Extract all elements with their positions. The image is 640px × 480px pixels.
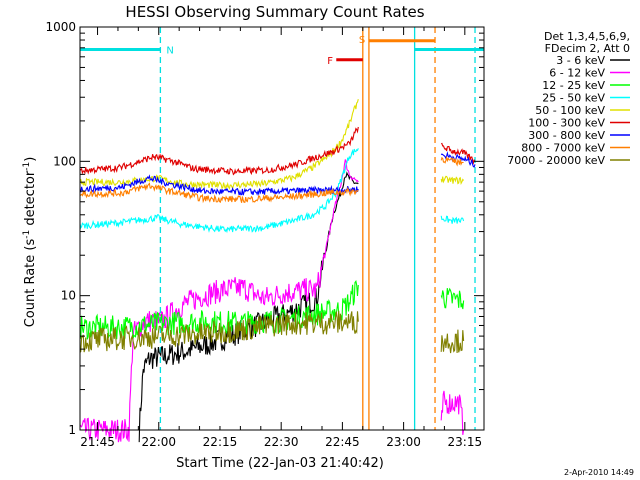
series-1 [138, 171, 359, 443]
x-tick-label-7: 23:15 [448, 435, 483, 449]
series-9-trace-1 [79, 310, 359, 353]
series-8-trace-1 [79, 182, 359, 204]
plot-area [159, 27, 476, 430]
series-6-trace-1 [79, 126, 359, 176]
series-9 [79, 310, 465, 354]
legend-label-9: 7000 - 20000 keV [507, 154, 605, 167]
y-axis-label-sup1: -1 [22, 230, 32, 239]
x-tick-label-3: 22:15 [203, 435, 238, 449]
y-axis-label-mid: detector [23, 170, 38, 230]
series-9-trace-2 [440, 329, 465, 354]
y-tick-label-4: 1000 [45, 20, 76, 34]
series-1-trace-1 [138, 171, 359, 443]
x-tick-label-2: 22:00 [141, 435, 176, 449]
series-5 [80, 99, 465, 191]
series-2-trace-2 [440, 390, 465, 435]
x-axis-ticks: 21:45 22:00 22:15 22:30 22:45 23:00 23:15 [80, 27, 482, 449]
legend-header-line2: FDecim 2, Att 0 [545, 42, 630, 55]
series-5-trace-2 [440, 175, 465, 186]
plot-frame [79, 26, 485, 431]
plot-frame-rect [79, 26, 485, 431]
legend-label-7: 300 - 800 keV [528, 129, 605, 142]
series-6-trace-2 [440, 142, 476, 165]
series-4-trace-1 [79, 148, 359, 234]
y-axis-ticks: 1 10 100 1000 [45, 20, 484, 437]
legend-label-6: 100 - 300 keV [528, 117, 605, 130]
series-3-trace-1 [79, 280, 359, 340]
generation-timestamp: 2-Apr-2010 14:49 [564, 468, 634, 477]
flag-label-s: S [359, 35, 365, 46]
series-5-trace-1 [80, 99, 359, 191]
y-tick-label-3: 100 [53, 154, 76, 168]
flag-label-n: N [166, 45, 173, 56]
series-4 [79, 148, 465, 234]
y-axis-label: Count Rate (s-1 detector-1) [22, 157, 38, 328]
legend-label-1: 3 - 6 keV [556, 54, 605, 67]
series-2-trace-1 [79, 159, 359, 443]
series-3-trace-2 [440, 287, 465, 310]
x-tick-label-6: 23:00 [386, 435, 421, 449]
legend-label-2: 6 - 12 keV [549, 67, 605, 80]
x-tick-label-5: 22:45 [325, 435, 360, 449]
y-axis-label-sup2: -1 [22, 162, 32, 171]
series-8 [79, 155, 464, 204]
legend-label-3: 12 - 25 keV [542, 79, 605, 92]
series-8-trace-2 [440, 155, 464, 167]
x-tick-label-4: 22:30 [264, 435, 299, 449]
series-layer [79, 99, 476, 443]
chart-title: HESSI Observing Summary Count Rates [125, 3, 424, 21]
series-3 [79, 280, 465, 340]
y-axis-label-end: ) [23, 157, 38, 162]
series-4-trace-2 [440, 215, 465, 224]
legend-label-4: 25 - 50 keV [542, 92, 605, 105]
series-6 [79, 126, 476, 176]
series-7-trace-1 [79, 174, 359, 197]
flag-label-f: F [327, 56, 333, 67]
series-2 [79, 159, 465, 443]
legend-label-8: 800 - 7000 keV [521, 142, 605, 155]
legend-header-line1: Det 1,3,4,5,6,9, [544, 30, 630, 43]
flag-bars: N S F [80, 35, 484, 67]
x-tick-label-1: 21:45 [80, 435, 115, 449]
y-axis-label-main: Count Rate (s [23, 239, 38, 328]
x-axis-label: Start Time (22-Jan-03 21:40:42) [176, 456, 384, 471]
y-tick-label-2: 10 [61, 289, 76, 303]
legend: Det 1,3,4,5,6,9, FDecim 2, Att 0 3 - 6 k… [507, 30, 630, 167]
legend-label-5: 50 - 100 keV [535, 104, 605, 117]
y-tick-label-1: 1 [68, 423, 76, 437]
